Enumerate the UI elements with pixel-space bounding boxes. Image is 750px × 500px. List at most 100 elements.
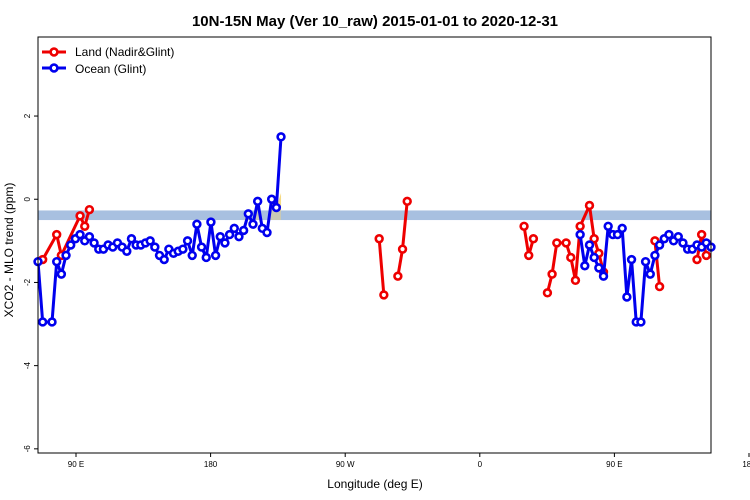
land-data-point [528,234,539,244]
y-tick-label: -6 [23,445,32,453]
ocean-data-point [266,194,277,204]
ocean-data-point [89,238,99,248]
ocean-data-point [66,240,76,250]
land-data-point [397,244,408,254]
x-tick-label: 180 [742,460,750,469]
legend: Land (Nadir&Glint) Ocean (Glint) [39,42,189,78]
ocean-data-point [37,317,48,327]
land-data-point [575,221,585,231]
ocean-data-point [664,229,674,240]
ocean-data-point [622,292,632,302]
ocean-data-point [580,261,590,271]
x-tick-label: 180 [204,460,218,469]
ocean-data-point [84,231,95,242]
ocean-data-point [229,223,239,234]
ocean-data-point [645,269,655,279]
ocean-data-point [47,317,57,327]
land-data-point [566,252,576,263]
ocean-data-point [196,242,207,252]
y-axis-label: XCO2 - MLO trend (ppm) [2,183,16,318]
reference-band-overlay [38,210,711,221]
ocean-data-point [56,269,67,279]
ocean-data-point [126,234,137,244]
land-data-point [701,250,712,261]
land-data-point [561,238,571,248]
y-tick-label: 2 [23,113,32,118]
x-tick-label: 90 E [68,460,84,469]
ocean-data-point [224,229,235,240]
plot-frame [37,36,712,454]
ocean-data-point [182,236,193,246]
land-data-point [393,271,403,281]
x-tick-label: 90 W [336,460,355,469]
ocean-data-point [575,229,585,240]
ocean-data-point [626,254,637,265]
ocean-data-point [243,209,254,219]
y-tick-label: 0 [23,196,32,201]
land-data-point [80,221,90,231]
y-tick-label: -4 [23,362,32,370]
chart-title: 10N-15N May (Ver 10_raw) 2015-01-01 to 2… [192,13,558,30]
ocean-data-point [215,231,225,242]
land-data-point [654,281,665,292]
land-data-point [570,275,581,286]
land-series-line [653,240,662,287]
legend-box [39,42,189,78]
land-data-point [696,229,707,240]
ocean-data-point [145,236,155,246]
ocean-data-point [650,250,660,261]
ocean-data-point [51,256,62,267]
ocean-data-point [192,219,202,229]
legend-land-marker [49,47,59,57]
ocean-data-point [678,238,688,248]
ocean-data-point [234,231,244,242]
land-data-point [589,234,599,244]
land-series-line [377,238,386,296]
ocean-data-point [210,250,221,261]
ocean-data-point [220,238,230,248]
legend-ocean-label: Ocean (Glint) [75,62,146,76]
ocean-data-point [598,271,609,281]
ocean-data-point [252,196,263,207]
ocean-data-point [187,250,197,261]
land-data-point [379,290,389,300]
ocean-data-point [612,229,623,240]
ocean-data-point [122,246,132,256]
x-tick-label: 90 E [606,460,622,469]
land-data-point [692,254,702,265]
ocean-data-point [603,221,613,231]
ocean-data-point [654,240,665,250]
land-data-point [524,250,534,261]
land-data-point [547,269,557,279]
land-data-point [542,288,553,298]
ocean-data-point [636,317,646,327]
plot-area: 90 E 180 90 W 0 90 E 180 2 0 -2 -4 -6 [23,36,750,469]
ocean-data-point [589,252,599,263]
ocean-data-point [640,256,651,267]
ocean-data-point [262,227,272,238]
x-axis-label: Longitude (deg E) [327,477,422,491]
land-data-point [402,196,412,207]
ocean-data-point [673,231,683,242]
land-data-point [374,234,384,244]
land-data-point [519,221,529,231]
ocean-data-point [178,244,188,254]
land-data-point [84,204,95,215]
land-data-point [51,229,62,240]
legend-ocean-marker [49,63,59,73]
ocean-data-point [206,217,216,227]
ocean-data-point [150,242,160,252]
legend-land-label: Land (Nadir&Glint) [75,45,174,59]
land-data-point [584,200,595,211]
ocean-data-point [159,254,169,265]
x-tick-label: 0 [478,460,483,469]
ocean-data-point [617,223,627,234]
land-data-point [552,238,562,248]
ocean-data-point [61,250,71,261]
ocean-data-point [594,263,604,273]
y-tick-label: -2 [23,278,32,286]
ocean-data-point [75,229,85,240]
ocean-data-point [201,252,211,263]
ocean-data-point [238,225,249,236]
